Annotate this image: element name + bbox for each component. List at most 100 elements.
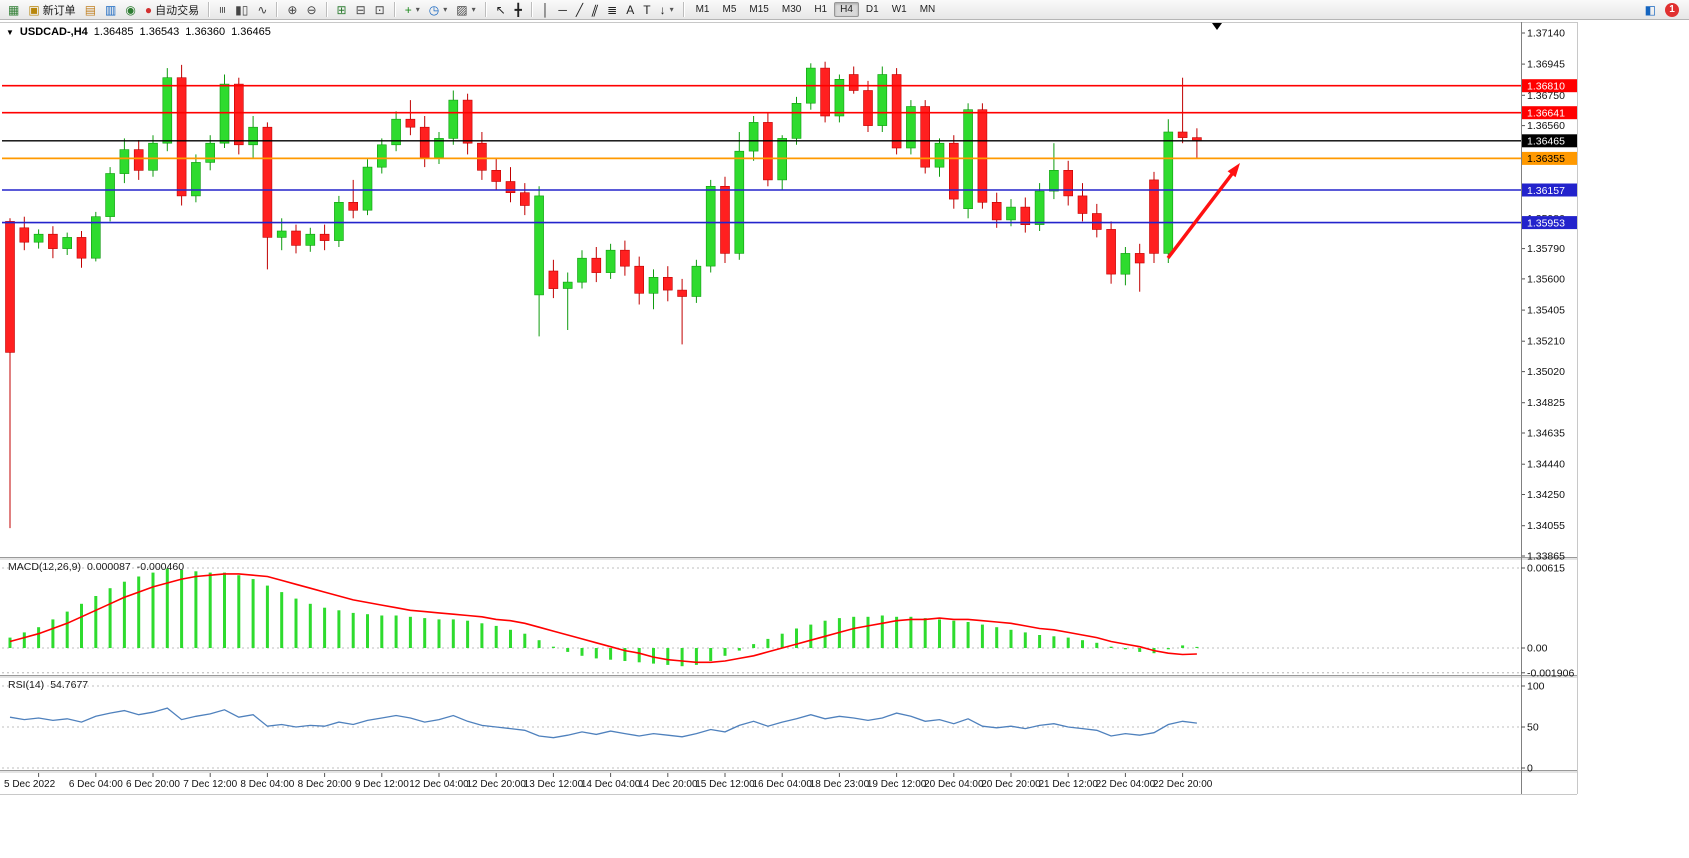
candle-body	[248, 126, 258, 146]
channel-tool-button[interactable]: ∥	[588, 0, 602, 20]
candle-body	[1077, 195, 1088, 214]
templates-button[interactable]: ▨ ▾	[452, 0, 479, 20]
horizontal-line-tool-button[interactable]: ─	[554, 0, 571, 20]
macd-histogram-bar	[237, 575, 241, 648]
macd-histogram-bar	[866, 616, 870, 648]
auto-trading-button-label: 自动交易	[155, 4, 200, 17]
trend-arrow[interactable]	[1166, 172, 1234, 260]
time-axis-label: 20 Dec 20:00	[981, 779, 1041, 790]
candle-body	[934, 142, 945, 168]
trend-arrow-head[interactable]	[1227, 163, 1240, 178]
zoom-in-button[interactable]: ⊕	[283, 0, 301, 20]
text-tool-button[interactable]: A	[622, 0, 638, 20]
timeframe-button-w1[interactable]: W1	[891, 4, 907, 15]
cursor-tool-button[interactable]: ↖	[492, 0, 510, 20]
chart-symbol-label: USDCAD-,H4	[19, 26, 88, 38]
candle-body	[1177, 131, 1188, 138]
auto-trading-button[interactable]: ● 自动交易	[141, 0, 203, 20]
crosshair-tool-button[interactable]: ╋	[511, 0, 526, 20]
price-badge-label: 1.36465	[1527, 136, 1565, 148]
candle-body	[91, 216, 101, 259]
price-axis-label: 1.35600	[1527, 273, 1565, 285]
panel-separator[interactable]	[0, 675, 1577, 678]
timeframe-button-h4[interactable]: H4	[834, 2, 859, 17]
arrows-tool-button[interactable]: ↓ ▾	[656, 0, 678, 20]
auto-trading-icon: ●	[144, 2, 153, 17]
label-tool-icon: T	[643, 2, 651, 17]
candle-body	[1020, 206, 1031, 226]
trendline-tool-button[interactable]: ╱	[572, 0, 587, 20]
price-axis[interactable]: 1.371401.369451.367501.365601.363651.361…	[1521, 28, 1578, 563]
ohlc-open-value: 1.36485	[93, 26, 134, 38]
candle-body	[477, 142, 487, 171]
fibonacci-tool-button[interactable]: ≣	[603, 0, 621, 20]
macd-histogram-bar	[337, 610, 341, 648]
macd-histogram-bar	[423, 618, 427, 648]
macd-histogram-bar	[966, 622, 970, 648]
timeframe-button-m15[interactable]: M15	[749, 4, 769, 15]
tile-windows-button[interactable]: ⊞	[333, 0, 351, 20]
chart-profiles-icon: ▤	[84, 2, 97, 17]
bar-chart-button[interactable]: ≡	[215, 0, 230, 20]
candle-body	[148, 142, 158, 171]
timeframe-button-m30[interactable]: M30	[781, 4, 802, 15]
candle-body	[448, 99, 459, 139]
new-order-button-label: 新订单	[42, 4, 76, 17]
zoom-out-icon: ⊖	[306, 2, 317, 17]
macd-histogram-bar	[394, 615, 398, 648]
rsi-label: RSI(14) 54.7677	[8, 679, 88, 691]
ohlc-high-value: 1.36543	[139, 26, 180, 38]
price-axis-label: 1.34440	[1527, 459, 1565, 471]
timeframe-button-m1[interactable]: M1	[695, 4, 710, 15]
periods-button[interactable]: ◷ ▾	[425, 0, 452, 20]
candle-body	[662, 276, 673, 291]
macd-histogram-bar	[437, 619, 441, 648]
candle-body	[648, 276, 659, 294]
macd-histogram-bar	[537, 640, 541, 648]
macd-histogram-bar	[694, 648, 698, 665]
indicators-button[interactable]: + ▾	[401, 0, 424, 20]
chart-profiles-button[interactable]: ▤	[81, 0, 100, 20]
toolbar-group: │ ─ ╱ ∥ ≣ A T ↓ ▾	[536, 0, 680, 20]
candle-body	[534, 195, 544, 296]
timeframe-button-m5[interactable]: M5	[722, 4, 737, 15]
zoom-out-button[interactable]: ⊖	[302, 0, 320, 20]
timeframe-button-mn[interactable]: MN	[919, 4, 936, 15]
price-axis-label: 1.34825	[1527, 397, 1565, 409]
scroll-shift-marker[interactable]	[1212, 23, 1222, 30]
community-icon[interactable]: ◧	[1641, 0, 1660, 20]
tile-horizontally-button[interactable]: ⊟	[352, 0, 370, 20]
label-tool-button[interactable]: T	[639, 0, 654, 20]
macd-histogram-bar	[980, 624, 984, 648]
candle-body	[419, 126, 430, 158]
candle-body	[519, 192, 530, 206]
toolbar-group: + ▾ ◷ ▾ ▨ ▾	[399, 0, 482, 20]
macd-histogram-bar	[51, 619, 55, 648]
time-axis-label: 8 Dec 04:00	[240, 779, 294, 790]
vertical-line-tool-button[interactable]: │	[538, 0, 554, 20]
timeframe-button-h1[interactable]: H1	[814, 4, 828, 15]
macd-histogram-bar	[251, 579, 255, 648]
line-chart-button[interactable]: ∿	[253, 0, 271, 20]
notification-badge[interactable]: 1	[1665, 2, 1679, 17]
time-axis-label: 7 Dec 12:00	[183, 779, 237, 790]
panel-separator[interactable]	[0, 557, 1577, 560]
data-window-button[interactable]: ▥	[101, 0, 120, 20]
chart-dropdown-icon[interactable]: ▼	[6, 27, 14, 37]
macd-histogram-bar	[122, 581, 126, 648]
price-badge	[1521, 183, 1578, 197]
candlesticks	[5, 61, 1202, 529]
fibonacci-tool-icon: ≣	[607, 2, 618, 17]
time-axis[interactable]: 5 Dec 2022 6 Dec 04:00 6 Dec 20:00 7 Dec 12…	[4, 773, 1213, 790]
tile-vertically-button[interactable]: ⊡	[371, 0, 389, 20]
timeframe-button-d1[interactable]: D1	[865, 4, 879, 15]
candlestick-chart-button[interactable]: ▮▯	[231, 0, 252, 20]
panel-separator[interactable]	[0, 770, 1577, 773]
macd-histogram-bar	[194, 571, 198, 648]
new-chart-button[interactable]: ▦	[4, 0, 23, 20]
dropdown-caret-icon: ▾	[415, 5, 420, 14]
candle-body	[691, 265, 702, 297]
navigator-button[interactable]: ◉	[121, 0, 139, 20]
new-order-button[interactable]: ▣ 新订单	[24, 0, 79, 20]
